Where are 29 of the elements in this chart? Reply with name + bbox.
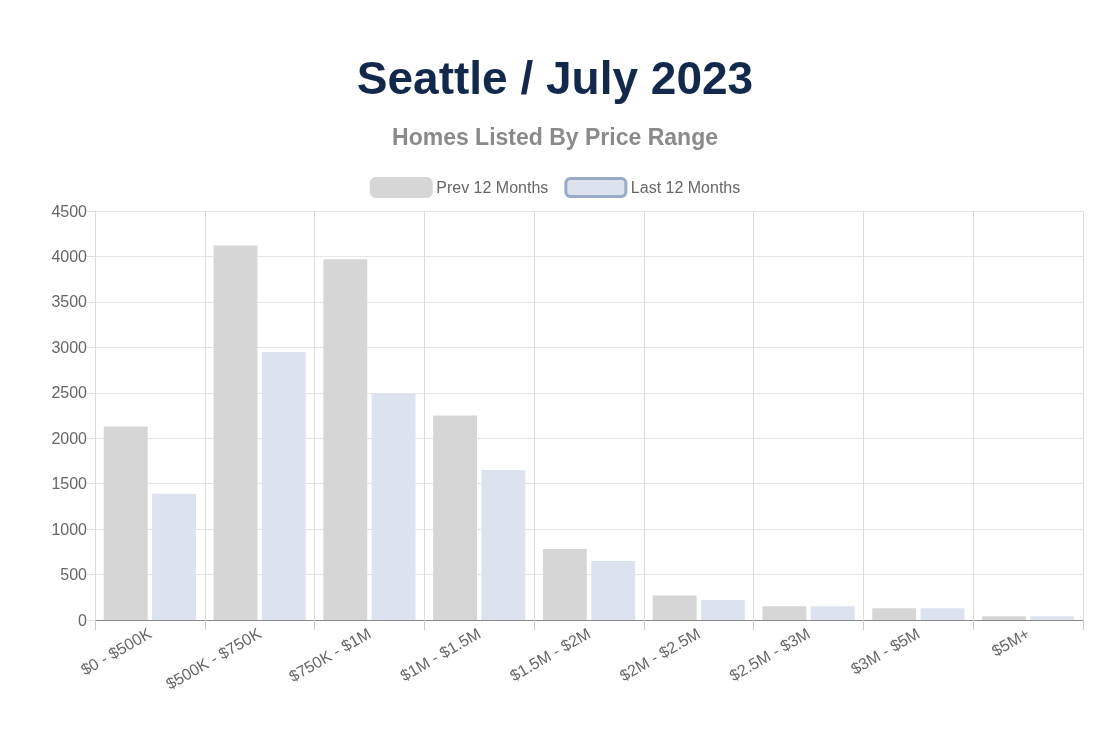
y-tick-label: 0 [78, 611, 88, 629]
chart-title: Seattle / July 2023 [356, 52, 754, 104]
bar [103, 426, 148, 620]
bar [810, 606, 855, 620]
y-tick-label: 4500 [51, 202, 88, 220]
bar [700, 600, 745, 620]
bar [542, 549, 587, 620]
x-tick-label: $3M - $5M [847, 624, 923, 678]
bar [762, 606, 807, 620]
bar [982, 616, 1026, 620]
bar [323, 259, 368, 620]
y-tick-label: 1500 [51, 475, 88, 493]
bar [213, 245, 258, 620]
y-tick-label: 3500 [51, 293, 88, 311]
bar [872, 608, 917, 620]
legend-label: Last 12 Months [630, 179, 741, 196]
y-tick-label: 2500 [51, 384, 88, 402]
bar [1030, 616, 1075, 620]
bar [652, 595, 697, 620]
y-tick-label: 4000 [51, 247, 88, 265]
x-tick-label: $5M+ [988, 624, 1033, 660]
y-tick-label: 2000 [51, 429, 88, 447]
bar [920, 608, 965, 620]
y-tick-label: 1000 [51, 520, 88, 538]
bar [433, 415, 478, 620]
y-tick-label: 3000 [51, 338, 88, 356]
y-tick-label: 500 [60, 566, 88, 584]
legend-label: Prev 12 Months [436, 179, 549, 196]
chart-subtitle: Homes Listed By Price Range [392, 123, 718, 150]
